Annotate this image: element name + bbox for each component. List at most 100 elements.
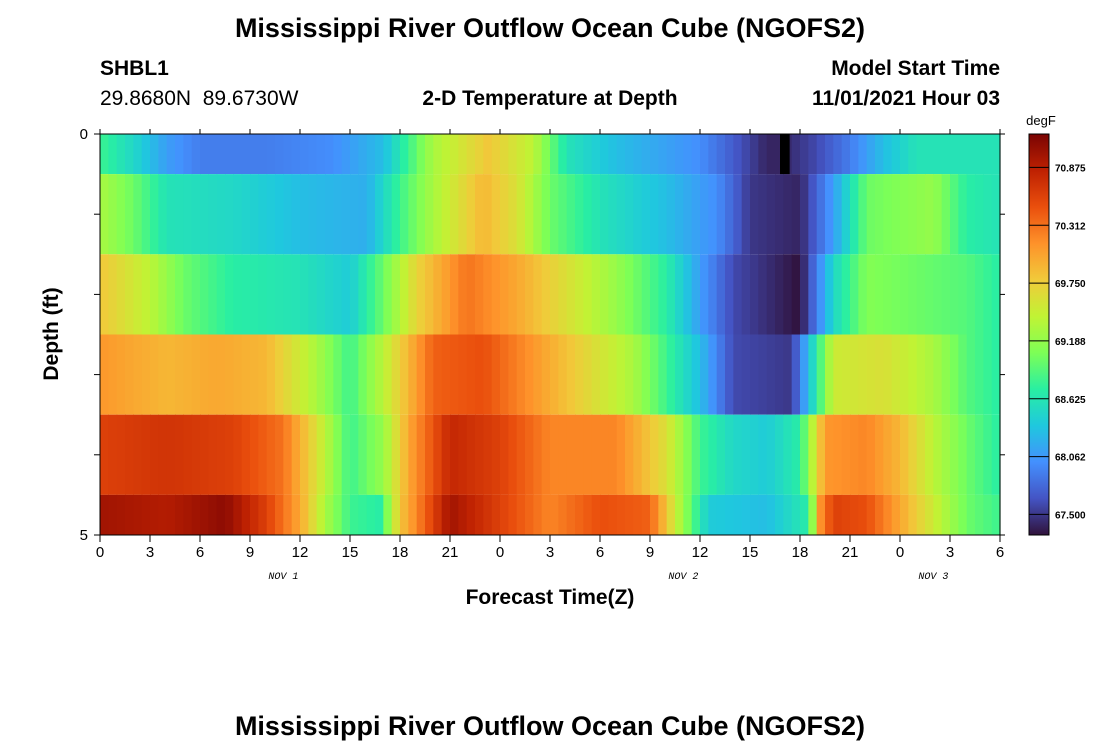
heatmap-cell [450, 254, 459, 335]
heatmap-cell [650, 334, 659, 415]
heatmap-cell [916, 134, 926, 175]
heatmap-cell [516, 414, 526, 495]
heatmap-cell [591, 174, 601, 255]
heatmap-cell [125, 494, 134, 535]
heatmap-cell [475, 334, 484, 415]
heatmap-cell [883, 414, 893, 495]
heatmap-cell [950, 494, 959, 535]
heatmap-cell [683, 494, 693, 535]
heatmap-cell [858, 414, 868, 495]
heatmap-cell [333, 134, 343, 175]
heatmap-cell [316, 134, 326, 175]
heatmap-cell [716, 494, 726, 535]
colorbar-tick-label: 69.750 [1055, 279, 1086, 290]
heatmap-cell [691, 414, 701, 495]
heatmap-cell [991, 134, 1001, 175]
x-tick-label: 6 [996, 544, 1004, 561]
heatmap-cell [583, 134, 593, 175]
heatmap-cell [825, 494, 834, 535]
heatmap-cell [308, 334, 318, 415]
heatmap-cell [808, 414, 818, 495]
heatmap-cell [458, 334, 468, 415]
heatmap-cell [900, 334, 909, 415]
heatmap-cell [150, 334, 159, 415]
heatmap-cell [258, 134, 268, 175]
heatmap-cell [750, 134, 759, 175]
x-tick-label: 18 [392, 544, 409, 561]
heatmap-cell [600, 334, 609, 415]
heatmap-cell [358, 494, 368, 535]
heatmap-cell [658, 414, 668, 495]
heatmap-cell [316, 334, 326, 415]
heatmap-cell [975, 254, 984, 335]
heatmap-cell [158, 134, 168, 175]
heatmap-cell [400, 174, 409, 255]
heatmap-cell [425, 494, 434, 535]
heatmap-cell [666, 254, 676, 335]
heatmap-cell [808, 334, 818, 415]
heatmap-cell [408, 494, 418, 535]
heatmap-cell [533, 414, 543, 495]
day-label: NOV 1 [268, 572, 298, 583]
heatmap-cell [900, 254, 909, 335]
heatmap-cell [841, 334, 851, 415]
heatmap-cell [958, 494, 968, 535]
heatmap-cell [275, 414, 284, 495]
heatmap-cell [875, 134, 884, 175]
heatmap-cell [866, 134, 876, 175]
heatmap-cell [183, 494, 193, 535]
heatmap-cell [208, 134, 218, 175]
heatmap-cell [941, 414, 951, 495]
heatmap-cell [333, 334, 343, 415]
heatmap-cell [666, 134, 676, 175]
heatmap-cell [600, 494, 609, 535]
heatmap-cell [891, 494, 901, 535]
heatmap-cell [875, 174, 884, 255]
heatmap-cell [166, 134, 176, 175]
heatmap-cell [716, 134, 726, 175]
heatmap-cell [933, 414, 943, 495]
heatmap-cell [241, 334, 251, 415]
heatmap-cell [625, 494, 634, 535]
heatmap-cell [350, 174, 359, 255]
heatmap-cell [416, 134, 426, 175]
heatmap-cell [325, 334, 334, 415]
heatmap-cell [283, 494, 293, 535]
heatmap-cell [883, 334, 893, 415]
heatmap-cell [858, 334, 868, 415]
heatmap-cell [908, 134, 918, 175]
heatmap-cell [416, 254, 426, 335]
heatmap-cell [441, 174, 451, 255]
heatmap-cell [850, 254, 859, 335]
heatmap-cell [833, 494, 843, 535]
heatmap-cell [991, 174, 1001, 255]
heatmap-cell [316, 254, 326, 335]
heatmap-cell [541, 254, 551, 335]
heatmap-cell [150, 494, 159, 535]
heatmap-cell [408, 174, 418, 255]
heatmap-cell [466, 254, 476, 335]
heatmap-cell [216, 334, 226, 415]
heatmap-cell [683, 334, 693, 415]
heatmap-cell [925, 254, 934, 335]
heatmap-cell [775, 254, 784, 335]
heatmap-cell [525, 414, 534, 495]
heatmap-cell [308, 254, 318, 335]
heatmap-cell [933, 254, 943, 335]
heatmap-cell [733, 254, 743, 335]
heatmap-cell [183, 134, 193, 175]
heatmap-cell [658, 254, 668, 335]
heatmap-cell [858, 494, 868, 535]
heatmap-cell [875, 254, 884, 335]
heatmap-cell [283, 414, 293, 495]
heatmap-cell [583, 254, 593, 335]
heatmap-cell [241, 414, 251, 495]
heatmap-cell [291, 254, 301, 335]
heatmap-cell [641, 254, 651, 335]
heatmap-cell [700, 494, 709, 535]
heatmap-cell [741, 254, 751, 335]
heatmap-cell [816, 254, 826, 335]
heatmap-cell [900, 174, 909, 255]
heatmap-cell [258, 334, 268, 415]
heatmap-cell [325, 134, 334, 175]
